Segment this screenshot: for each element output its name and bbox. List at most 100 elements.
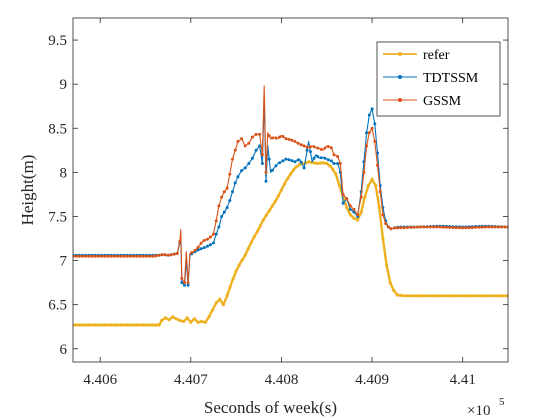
data-point — [373, 122, 377, 126]
data-point — [240, 137, 244, 141]
data-point — [504, 294, 508, 298]
data-point — [428, 225, 432, 229]
data-point — [299, 143, 303, 147]
data-point — [228, 285, 232, 289]
data-point — [461, 226, 465, 230]
data-point — [214, 301, 218, 305]
x-tick-label: 4.409 — [355, 372, 389, 388]
data-point — [399, 293, 403, 297]
data-point — [267, 209, 271, 213]
data-point — [112, 323, 117, 327]
data-point — [217, 225, 221, 229]
data-point — [462, 294, 466, 298]
data-point — [186, 283, 190, 287]
data-point — [255, 229, 259, 234]
data-point — [260, 162, 264, 165]
data-point — [488, 294, 492, 298]
data-point — [214, 219, 218, 223]
data-point — [285, 177, 290, 181]
data-point — [421, 294, 425, 298]
data-point — [435, 225, 439, 229]
data-point — [491, 294, 495, 298]
data-point — [290, 138, 294, 142]
legend-marker — [398, 52, 402, 56]
data-point — [240, 258, 244, 262]
data-point — [258, 224, 262, 228]
data-point — [332, 153, 336, 157]
data-point — [495, 294, 499, 298]
y-axis-title: Height(m) — [18, 155, 37, 226]
data-point — [246, 247, 250, 251]
data-point — [233, 181, 237, 185]
data-point — [267, 157, 271, 161]
data-point — [243, 144, 247, 148]
data-point — [323, 146, 327, 150]
data-point — [313, 161, 317, 165]
data-point — [208, 243, 212, 247]
data-point — [185, 316, 189, 320]
data-point — [332, 162, 336, 165]
data-point — [220, 195, 224, 199]
data-point — [359, 210, 363, 214]
data-point — [386, 225, 390, 229]
data-point — [172, 252, 176, 256]
data-point — [174, 317, 178, 321]
data-point — [196, 320, 200, 324]
data-point — [478, 294, 483, 298]
data-point — [236, 175, 240, 179]
data-point — [138, 254, 142, 258]
y-tick-label: 6 — [60, 342, 68, 358]
data-point — [370, 126, 374, 130]
x-exponent-base: ×10 — [467, 403, 490, 419]
data-point — [138, 323, 142, 327]
data-point — [503, 225, 507, 229]
data-point — [408, 294, 412, 298]
data-point — [381, 213, 385, 217]
data-point — [381, 236, 385, 241]
data-point — [183, 283, 186, 287]
data-point — [274, 136, 278, 140]
data-point — [308, 150, 312, 154]
data-point — [190, 251, 194, 255]
data-point — [258, 144, 262, 148]
data-point — [221, 303, 225, 307]
data-point — [469, 294, 473, 298]
axes-box — [72, 17, 509, 363]
data-point — [260, 153, 264, 157]
data-point — [192, 317, 196, 321]
data-point — [122, 254, 126, 258]
data-point — [166, 253, 170, 257]
data-point — [334, 172, 338, 176]
data-point — [243, 166, 247, 170]
data-point — [270, 168, 274, 172]
data-point — [385, 263, 389, 267]
data-point — [418, 294, 422, 298]
data-point — [378, 190, 382, 194]
data-point — [148, 254, 152, 258]
x-axis-title: Seconds of week(s) — [204, 398, 337, 417]
data-point — [402, 294, 406, 298]
data-point — [81, 254, 85, 258]
data-point — [422, 225, 426, 229]
data-point — [434, 294, 438, 298]
data-point — [278, 161, 282, 165]
legend-label: refer — [423, 48, 450, 63]
data-point — [341, 192, 345, 196]
data-point — [419, 225, 423, 229]
data-point — [144, 323, 148, 327]
data-point — [217, 204, 221, 208]
data-point — [113, 254, 117, 258]
data-point — [487, 225, 491, 229]
data-point — [316, 146, 320, 150]
data-point — [467, 226, 471, 230]
y-tick-label: 6.5 — [48, 298, 67, 314]
data-point — [448, 225, 452, 229]
data-point — [395, 293, 399, 297]
data-point — [180, 281, 184, 285]
data-point — [406, 226, 409, 229]
series-gssm — [73, 85, 508, 285]
data-point — [254, 132, 258, 136]
data-point — [319, 161, 323, 165]
x-exponent-power: 5 — [499, 396, 505, 408]
legend-label: TDTSSM — [423, 71, 479, 86]
